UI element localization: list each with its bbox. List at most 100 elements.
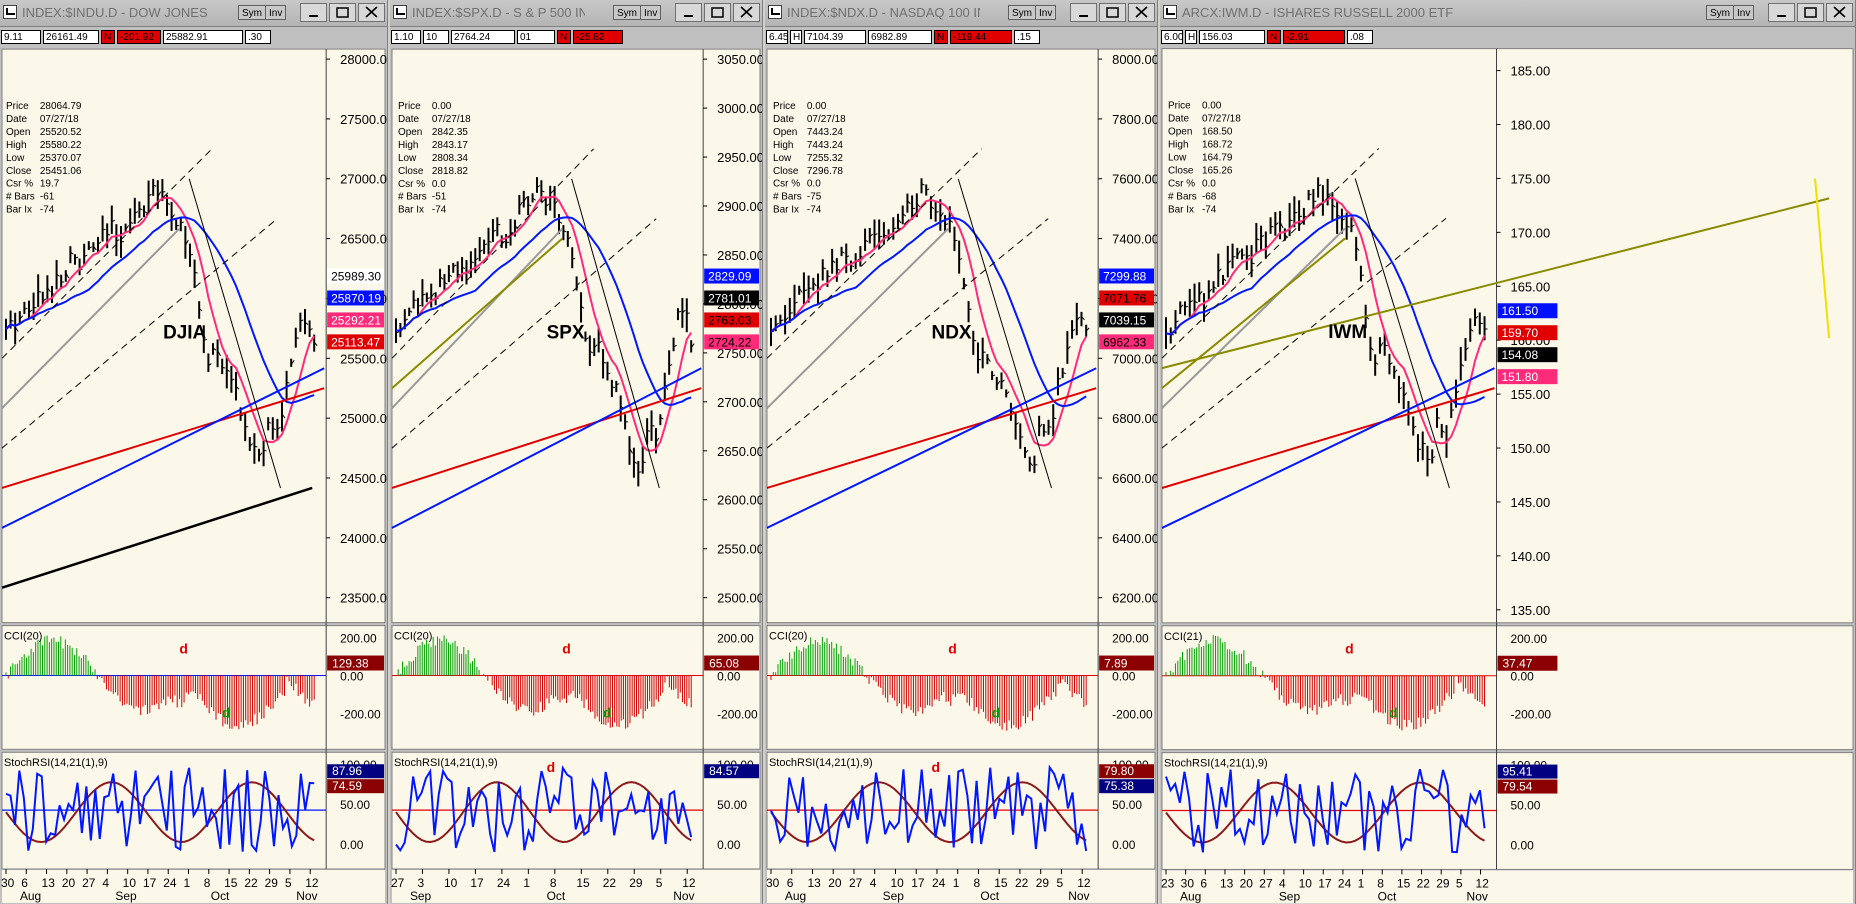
inv-button[interactable]: Inv [1733,5,1755,20]
chart-window-iwm[interactable]: ARCX:IWM.D - ISHARES RUSSELL 2000 ETF Sym… [1160,0,1856,904]
stochrsi-value-label: 79.80 [1104,764,1134,778]
x-tick-label: 17 [470,876,484,890]
maximize-button[interactable] [704,3,731,22]
info-value: -51 [432,192,447,203]
x-month-label: Sep [1279,889,1301,903]
price-tick-label: 28000.00 [340,52,387,67]
info-value: 168.50 [1202,126,1233,137]
cci-tick-label: 0.00 [1112,669,1136,683]
stochrsi-value-tag [327,764,385,779]
chart-canvas[interactable]: 8000.007800.007600.007400.007200.007000.… [765,48,1157,904]
sym-button[interactable]: Sym [1008,5,1036,20]
window-title: INDEX:$NDX.D - NASDAQ 100 INDEX [787,5,980,20]
price-tick-label: 2750.00 [717,346,762,361]
x-tick-label: 27 [391,876,405,890]
x-tick-label: 1 [184,876,191,890]
x-tick-label: 6 [1200,876,1207,890]
price-tag-label: 2829.09 [708,270,752,284]
price-tag [327,268,385,284]
sym-button[interactable]: Sym [613,5,641,20]
info-value: 7443.24 [807,140,843,151]
price-tag [327,334,385,350]
quote-cell: 01 [517,30,555,44]
minimize-button[interactable] [675,3,702,22]
chart-canvas[interactable]: 3050.003000.002950.002900.002850.002800.… [390,48,762,904]
info-value: 25580.22 [40,140,82,151]
info-label: Low [398,153,417,164]
price-tick-label: 155.00 [1510,387,1550,402]
chart-symbol-label: NDX [932,322,972,343]
price-tick-label: 27500.00 [340,112,387,127]
sym-button[interactable]: Sym [238,5,266,20]
price-tag-label: 2781.01 [708,291,752,305]
cci-tick-label: 200.00 [717,632,754,646]
price-tick-label: 24000.00 [340,531,387,546]
price-tag [327,290,385,306]
x-month-label: Nov [296,889,317,903]
quote-cell: 9.11 [1,30,41,44]
close-button[interactable] [358,3,385,22]
price-tick-label: 23500.00 [340,591,387,606]
info-value: 0.00 [807,101,827,112]
ma-medium-line [5,216,315,405]
info-value: 2843.17 [432,140,468,151]
info-value: 25520.52 [40,127,82,138]
info-label: Close [6,166,32,177]
sym-button[interactable]: Sym [1706,5,1734,20]
stochrsi-tick-label: 0.00 [1510,838,1534,852]
ma-short-line [395,195,693,452]
price-tag [1497,347,1558,363]
quote-cell: 25882.91 [163,30,243,44]
chart-canvas[interactable]: 28000.0027500.0027000.0026500.0026000.00… [0,48,387,904]
close-button[interactable] [733,3,760,22]
stochrsi-value-label: 87.96 [332,764,362,778]
minimize-button[interactable] [1768,3,1795,22]
close-button[interactable] [1128,3,1155,22]
quote-cell: H [790,30,802,44]
minimize-button[interactable] [300,3,327,22]
maximize-button[interactable] [1797,3,1824,22]
stochrsi-tick-label: 50.00 [340,798,370,812]
inv-button[interactable]: Inv [640,5,662,20]
info-label: Csr % [1168,178,1195,189]
cci-tick-label: -200.00 [1112,707,1153,721]
info-label: Open [1168,126,1192,137]
x-tick-label: 29 [1036,876,1050,890]
x-month-label: Sep [883,889,905,903]
inv-button[interactable]: Inv [1035,5,1057,20]
info-label: Date [6,114,28,125]
inv-button[interactable]: Inv [265,5,287,20]
cci-label: CCI(20) [394,631,432,643]
divergence-marker: d [932,759,941,775]
chart-canvas[interactable]: 185.00180.00175.00170.00165.00160.00155.… [1160,48,1855,904]
x-tick-label: 5 [656,876,663,890]
x-tick-label: 12 [1476,876,1490,890]
info-label: High [1168,139,1189,150]
quote-cell: 6.00 [1161,30,1183,44]
x-month-label: Aug [1180,889,1201,903]
price-tag-label: 25989.30 [331,270,381,284]
price-tick-label: 6600.00 [1112,471,1157,486]
ma-long-line [391,387,702,489]
info-label: High [773,140,794,151]
window-title: INDEX:$SPX.D - S & P 500 INDEX [412,5,585,20]
info-label: # Bars [1168,191,1197,202]
minimize-button[interactable] [1070,3,1097,22]
x-tick-label: 13 [807,876,821,890]
ma-medium-line [770,217,1087,408]
x-tick-label: 10 [444,876,458,890]
price-tick-label: 25000.00 [340,411,387,426]
trend-line-blue [391,367,702,529]
close-button[interactable] [1826,3,1853,22]
title-bar[interactable]: ARCX:IWM.D - ISHARES RUSSELL 2000 ETF Sym… [1160,0,1855,27]
maximize-button[interactable] [1099,3,1126,22]
info-label: Low [773,153,792,164]
maximize-button[interactable] [329,3,356,22]
info-value: -74 [432,205,447,216]
